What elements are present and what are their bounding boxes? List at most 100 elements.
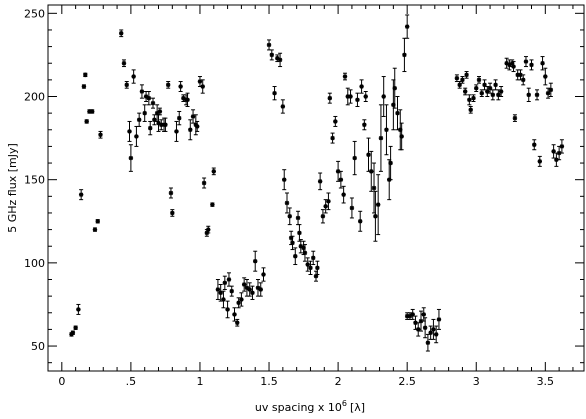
data-point (215, 279, 221, 300)
asterisk-marker (222, 280, 228, 286)
asterisk-marker (474, 85, 479, 91)
data-point (395, 96, 400, 131)
data-point (392, 67, 397, 109)
data-point (150, 97, 156, 109)
asterisk-marker (317, 179, 323, 184)
asterisk-marker (479, 90, 484, 96)
asterisk-marker (457, 82, 462, 88)
asterisk-marker (253, 259, 258, 264)
data-point (366, 137, 371, 172)
data-point (168, 187, 174, 199)
asterisk-marker (308, 265, 313, 271)
data-point (418, 310, 424, 332)
data-point (551, 144, 556, 159)
data-point (121, 59, 127, 68)
y-tick-label: 150 (24, 174, 45, 187)
asterisk-marker (83, 72, 88, 78)
tick-marks (48, 5, 584, 371)
asterisk-marker (327, 95, 333, 101)
asterisk-marker (460, 77, 465, 83)
data-point (523, 56, 529, 68)
data-point (188, 119, 193, 141)
asterisk-marker (485, 89, 490, 94)
asterisk-marker (490, 92, 496, 98)
data-point (98, 130, 103, 139)
data-point (326, 192, 331, 211)
asterisk-marker (407, 313, 413, 319)
asterisk-marker (119, 31, 124, 36)
asterisk-marker (258, 287, 263, 292)
data-point (345, 87, 350, 106)
data-point (511, 61, 516, 73)
data-point (200, 79, 205, 94)
asterisk-marker (148, 125, 153, 131)
x-tick-label: 2.5 (398, 375, 416, 388)
asterisk-marker (215, 287, 221, 292)
data-point (221, 290, 226, 309)
data-point (261, 267, 266, 282)
asterisk-marker (261, 272, 266, 277)
data-point (464, 71, 469, 79)
data-point (375, 174, 381, 236)
asterisk-marker (554, 157, 559, 162)
data-point (534, 89, 540, 101)
data-point (485, 86, 490, 97)
data-point (143, 91, 149, 102)
data-point (490, 89, 496, 101)
data-point (134, 125, 139, 147)
asterisk-marker (293, 254, 298, 259)
asterisk-marker (275, 56, 280, 61)
asterisk-marker (431, 327, 436, 332)
asterisk-marker (509, 61, 515, 66)
asterisk-marker (159, 122, 164, 127)
data-point (348, 89, 353, 104)
asterisk-marker (398, 127, 403, 132)
data-point (363, 91, 368, 102)
asterisk-marker (225, 307, 230, 312)
data-point (317, 172, 323, 191)
asterisk-marker (425, 340, 431, 345)
data-point (335, 160, 341, 182)
asterisk-marker (201, 180, 207, 186)
data-point (139, 84, 145, 99)
data-point (190, 109, 196, 124)
asterisk-marker (493, 82, 498, 88)
asterisk-marker (142, 110, 147, 116)
data-point (468, 105, 473, 114)
data-point (358, 210, 363, 232)
asterisk-marker (523, 59, 529, 64)
asterisk-marker (211, 169, 216, 174)
data-point (537, 155, 542, 167)
asterisk-marker (168, 190, 174, 196)
asterisk-marker (197, 79, 203, 84)
asterisk-marker (146, 95, 152, 101)
data-point (308, 260, 313, 276)
asterisk-marker (73, 325, 78, 330)
asterisk-marker (358, 219, 363, 224)
data-point (373, 190, 378, 242)
asterisk-marker (236, 300, 241, 305)
asterisk-marker (395, 110, 400, 116)
data-point (305, 257, 310, 272)
data-point (83, 72, 88, 78)
asterisk-marker (416, 327, 421, 332)
data-point (81, 84, 87, 89)
asterisk-marker (218, 290, 223, 296)
asterisk-marker (330, 135, 335, 141)
data-point (290, 235, 295, 251)
asterisk-marker (348, 94, 353, 99)
data-point (142, 104, 147, 122)
asterisk-marker (355, 97, 360, 103)
asterisk-marker (545, 90, 551, 96)
asterisk-marker (178, 84, 183, 89)
data-point (532, 139, 537, 151)
asterisk-marker (163, 122, 168, 127)
data-point (504, 57, 509, 69)
asterisk-marker (511, 64, 516, 69)
y-tick-label: 50 (31, 340, 45, 353)
data-point (462, 87, 468, 96)
data-point (323, 199, 328, 214)
data-point (282, 169, 287, 191)
asterisk-marker (154, 110, 160, 116)
